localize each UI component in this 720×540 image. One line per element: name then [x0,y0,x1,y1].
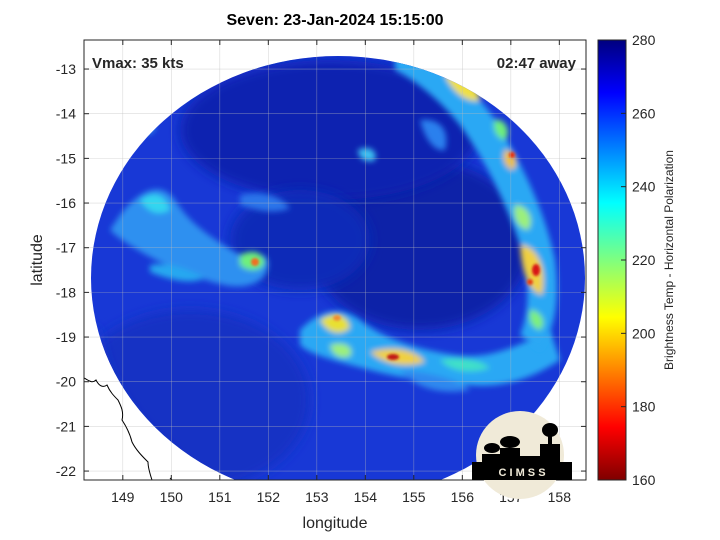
x-tick-label: 152 [257,489,281,505]
colorbar-tick-label: 200 [632,325,656,341]
colorbar-tick-label: 220 [632,252,656,268]
y-axis-label: latitude [29,234,46,286]
cimss-logo: C I M S S [472,411,572,499]
colorbar-label: Brightness Temp - Horizontal Polarizatio… [662,150,676,370]
colorbar: 280 260 240 220 200 180 160 Brightness Temp - … [597,32,676,488]
axis-ticks: 149150151152153154155156157158-13-14-15-… [56,40,586,505]
x-tick-label: 156 [451,489,475,505]
x-axis-label: longitude [303,515,368,532]
x-tick-label: 150 [160,489,184,505]
time-away-annotation: 02:47 away [497,55,577,72]
plot-area [84,40,586,480]
y-tick-label: -19 [56,329,76,345]
y-tick-label: -21 [56,418,76,434]
y-tick-label: -20 [56,374,76,390]
y-tick-label: -13 [56,61,76,77]
y-tick-label: -14 [56,106,76,122]
colorbar-tick-label: 280 [632,32,656,48]
colorbar-tick-label: 160 [632,472,656,488]
x-tick-label: 151 [208,489,232,505]
microwave-swath [91,56,585,480]
y-tick-label: -16 [56,195,76,211]
colorbar-tick-label: 180 [632,399,656,415]
colorbar-tick-label: 260 [632,105,656,121]
vmax-annotation: Vmax: 35 kts [92,55,184,72]
coastline [84,377,153,480]
y-tick-label: -18 [56,284,76,300]
colorbar-tick-label: 240 [632,179,656,195]
x-tick-label: 158 [548,489,572,505]
y-tick-label: -17 [56,240,76,256]
chart-title: Seven: 23-Jan-2024 15:15:00 [226,12,444,29]
y-tick-label: -22 [56,463,76,479]
x-tick-label: 149 [111,489,135,505]
x-tick-label: 154 [354,489,378,505]
x-tick-label: 155 [402,489,426,505]
y-tick-label: -15 [56,150,76,166]
axes-box [83,39,587,481]
x-tick-label: 153 [305,489,329,505]
cimss-logo-text: C I M S S [498,467,545,479]
colorbar-ticks: 280 260 240 220 200 180 160 [621,32,656,488]
grid-lines [84,40,586,480]
